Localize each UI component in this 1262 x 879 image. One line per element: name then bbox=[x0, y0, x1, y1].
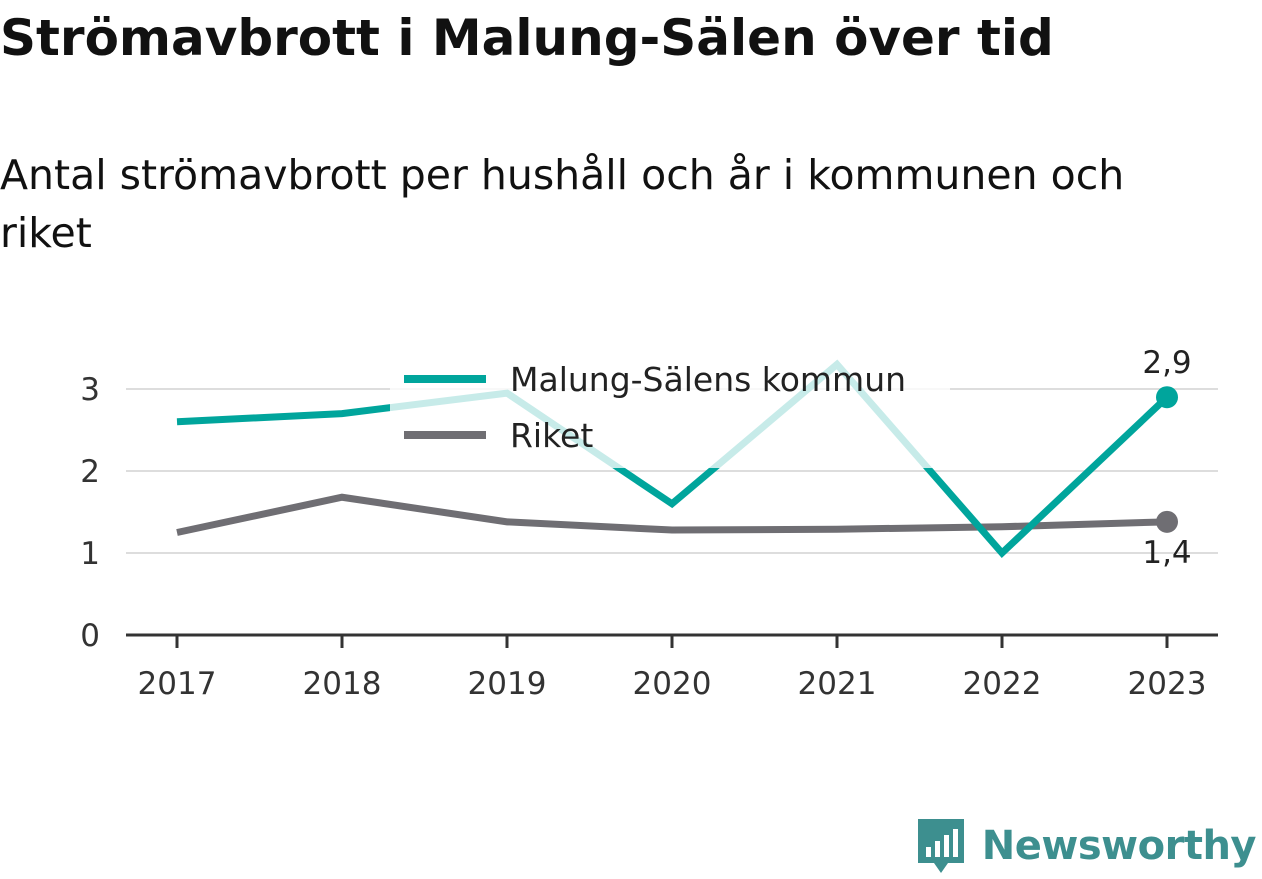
series-end-points: 2,9 1,4 bbox=[1142, 345, 1191, 571]
y-tick-label: 0 bbox=[80, 618, 100, 654]
x-tick-label: 2017 bbox=[138, 666, 217, 702]
x-tick-label: 2019 bbox=[468, 666, 547, 702]
y-tick-label: 1 bbox=[80, 536, 100, 572]
x-tick-label: 2018 bbox=[303, 666, 382, 702]
end-value-label-riket: 1,4 bbox=[1142, 535, 1191, 571]
x-tick-label: 2022 bbox=[963, 666, 1042, 702]
legend-label-riket: Riket bbox=[510, 416, 593, 455]
x-tick-label: 2021 bbox=[798, 666, 877, 702]
x-tick-label: 2023 bbox=[1128, 666, 1207, 702]
end-point-riket bbox=[1156, 510, 1178, 533]
y-tick-label: 3 bbox=[80, 372, 100, 408]
x-tick-label: 2020 bbox=[633, 666, 712, 702]
series-lines bbox=[176, 359, 1170, 559]
chart-subtitle: Antal strömavbrott per hushåll och år i … bbox=[0, 151, 1125, 257]
newsworthy-logo-icon bbox=[917, 819, 964, 873]
x-axis: 2017 2018 2019 2020 2021 2022 2023 bbox=[126, 633, 1218, 702]
series-line-riket bbox=[176, 493, 1168, 536]
legend-label-malung: Malung-Sälens kommun bbox=[510, 360, 906, 399]
y-tick-label: 2 bbox=[80, 454, 100, 490]
legend: Malung-Sälens kommun Riket bbox=[390, 350, 950, 468]
series-line-malung bbox=[176, 359, 1170, 559]
brand-name: Newsworthy bbox=[981, 823, 1257, 869]
brand: Newsworthy bbox=[916, 817, 1257, 875]
y-axis-ticks: 0 1 2 3 bbox=[80, 372, 100, 654]
legend-background bbox=[390, 350, 950, 468]
chart-title: Strömavbrott i Malung-Sälen över tid bbox=[0, 9, 1054, 67]
end-point-malung bbox=[1156, 386, 1178, 409]
end-value-label-malung: 2,9 bbox=[1142, 345, 1191, 381]
